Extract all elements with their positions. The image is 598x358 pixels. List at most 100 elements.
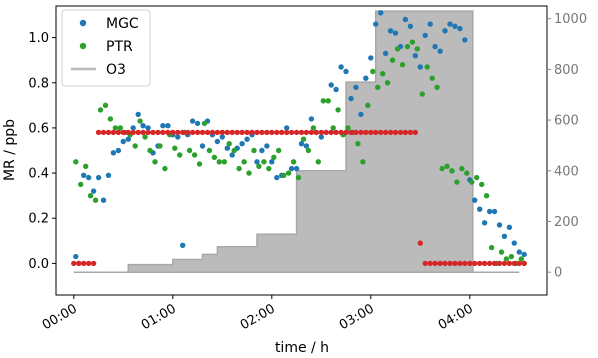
ptr-point	[305, 147, 312, 154]
mgc-point	[442, 28, 448, 34]
ptr-point	[211, 154, 218, 160]
ptr-point	[216, 159, 222, 165]
series-2-point	[353, 129, 359, 136]
series-2-point	[308, 129, 315, 136]
series-2-point	[135, 129, 141, 136]
mgc-point	[407, 23, 414, 29]
series-2-point	[392, 129, 399, 136]
mgc-point	[194, 120, 201, 127]
mgc-point	[264, 143, 270, 149]
ptr-point	[300, 136, 307, 142]
series-2-point	[298, 129, 305, 136]
series-2-point	[501, 260, 508, 267]
y2-tick-label: 400	[554, 164, 579, 179]
mgc-point	[189, 118, 196, 124]
series-2-point	[506, 260, 513, 267]
series-2-point	[130, 129, 136, 136]
mgc-point	[477, 206, 483, 212]
ptr-point	[281, 172, 287, 178]
series-2-point	[447, 260, 453, 267]
x-tick-label: 03:00	[337, 301, 377, 333]
mgc-point	[318, 134, 324, 140]
legend-label-mgc: MGC	[106, 16, 139, 32]
y-tick-label: 0.6	[28, 121, 49, 136]
ptr-point	[464, 170, 470, 176]
mgc-point	[105, 172, 112, 178]
series-2-point	[175, 129, 181, 136]
mgc-point	[130, 125, 136, 131]
mgc-point	[437, 48, 443, 54]
series-2-point	[254, 129, 260, 136]
series-2-point	[496, 260, 503, 267]
series-2-point	[293, 129, 300, 136]
series-2-point	[249, 129, 255, 136]
ptr-point	[132, 143, 138, 149]
mgc-point	[303, 143, 310, 149]
series-2-point	[486, 260, 493, 267]
series-2-point	[160, 129, 166, 136]
series-2-point	[165, 129, 171, 136]
ptr-point	[315, 159, 321, 165]
series-2-point	[284, 129, 290, 136]
mgc-point	[333, 86, 339, 93]
mgc-point	[140, 123, 146, 129]
mgc-point	[412, 53, 418, 59]
series-2-point	[279, 129, 285, 136]
series-2-point	[100, 129, 107, 136]
series-2-point	[269, 129, 275, 136]
series-2-point	[328, 129, 334, 136]
y-tick-label: 0.4	[28, 167, 49, 182]
series-2-point	[90, 260, 97, 267]
mgc-point	[160, 123, 166, 129]
ptr-point	[483, 193, 490, 199]
ptr-point	[479, 181, 485, 188]
series-2-point	[338, 129, 344, 136]
series-2-point	[432, 260, 438, 267]
ptr-point	[92, 197, 99, 203]
legend: MGC PTR O3	[61, 9, 151, 87]
mgc-point	[402, 16, 409, 23]
ptr-point	[295, 174, 302, 181]
ptr-point	[107, 116, 114, 122]
series-2-point	[333, 129, 339, 136]
mgc-point	[521, 251, 527, 258]
ptr-point	[221, 159, 227, 165]
series-2-point	[378, 129, 384, 136]
ptr-point	[384, 80, 391, 86]
ptr-point	[112, 125, 119, 131]
ptr-point	[345, 125, 351, 131]
mgc-point	[135, 111, 141, 118]
ptr-point	[409, 39, 416, 45]
mgc-point	[422, 32, 428, 39]
series-2-point	[95, 129, 102, 136]
series-2-point	[229, 129, 235, 136]
series-2-point	[343, 129, 349, 136]
mgc-point	[462, 37, 468, 43]
ptr-point	[355, 141, 361, 147]
mgc-point	[229, 152, 235, 158]
ptr-point	[335, 107, 341, 113]
series-2-point	[363, 129, 369, 136]
series-2-point	[259, 129, 265, 136]
mgc-point	[348, 95, 354, 102]
y-tick-label: 1.0	[28, 31, 49, 46]
series-2-point	[457, 260, 463, 267]
series-2-point	[140, 129, 146, 136]
series-2-point	[516, 260, 522, 267]
mgc-point	[288, 165, 295, 172]
ptr-point	[152, 159, 158, 165]
ptr-point	[503, 256, 510, 262]
series-2-point	[76, 260, 82, 267]
series-2-point	[150, 129, 156, 136]
mgc-point	[180, 242, 186, 248]
series-2-point	[472, 260, 478, 267]
series-2-point	[467, 260, 473, 267]
mgc-point	[298, 141, 305, 147]
mgc-point	[387, 28, 394, 34]
ptr-point	[186, 147, 193, 154]
ptr-point	[102, 102, 109, 109]
mgc-point	[417, 64, 423, 70]
series-2-point	[105, 129, 112, 136]
series-2-point	[185, 129, 191, 136]
series-2-point	[71, 260, 77, 267]
